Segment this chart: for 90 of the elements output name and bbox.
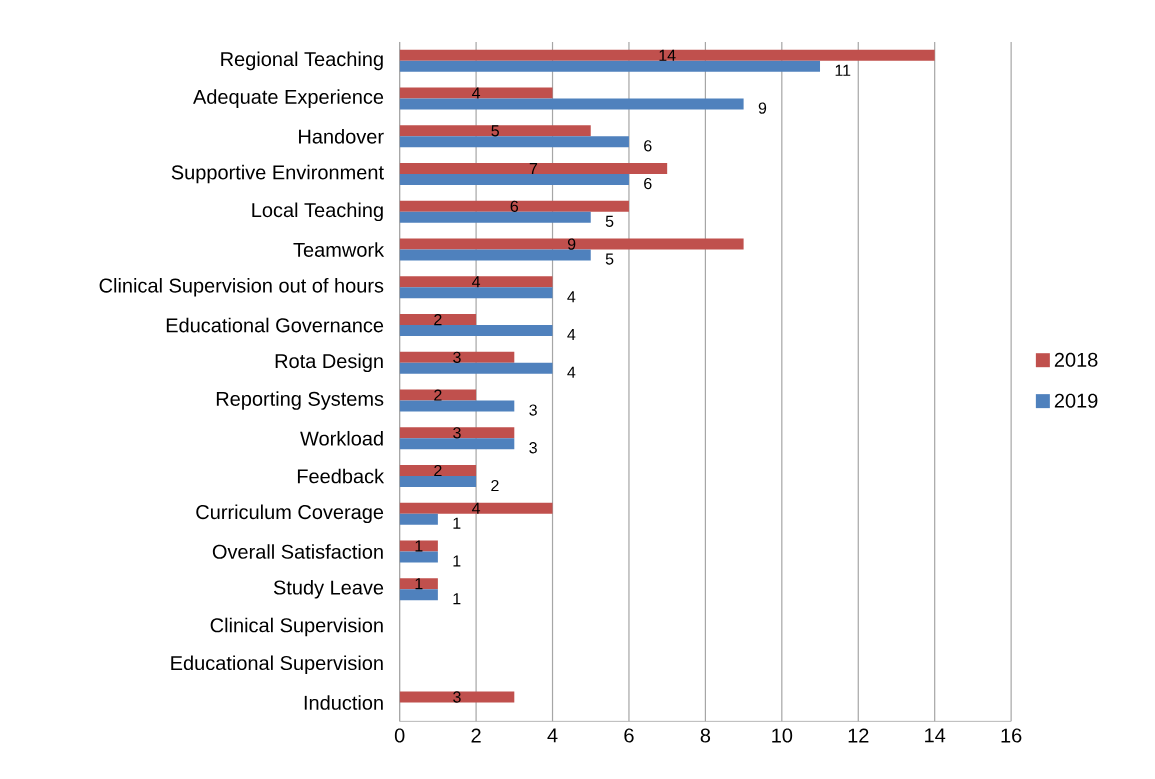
bar [399,313,477,325]
bar [399,389,477,401]
data-label: 3 [453,691,461,703]
x-tick-label: 12 [848,728,869,743]
bar [399,211,591,223]
data-label: 4 [472,87,481,99]
bar [399,540,438,552]
data-label: 4 [472,502,481,514]
data-label: 9 [758,102,767,114]
bar [399,276,553,288]
bar [399,238,744,250]
y-tick-label: Overall Satisfaction [212,544,383,559]
data-label: 5 [491,125,499,137]
bar [399,60,821,72]
y-tick-label: Clinical Supervision [210,617,383,637]
y-tick-label: Educational Governance [166,317,384,333]
data-label: 6 [644,140,652,152]
data-label: 7 [529,162,538,174]
bar [399,87,553,99]
bar [399,98,744,110]
bar [399,162,668,174]
bar [399,249,591,261]
y-tick-label: Workload [300,430,383,446]
data-label: 2 [434,464,442,476]
data-label: 6 [510,200,519,212]
data-label: 14 [659,49,676,61]
data-label: 3 [453,351,461,363]
y-tick-label: Rota Design [275,353,383,372]
x-tick-label: 8 [700,728,711,743]
legend-label: 2018 [1054,352,1098,367]
data-label: 3 [453,426,461,439]
x-tick-label: 2 [471,728,481,743]
bar [399,578,438,590]
data-label: 4 [567,328,576,340]
data-label: 1 [453,593,461,605]
y-tick-label: Study Leave [273,579,384,599]
y-tick-label: Regional Teaching [221,51,383,70]
x-tick-label: 16 [1001,728,1022,743]
y-tick-label: Clinical Supervision out of hours [99,277,384,297]
bar [399,287,553,299]
data-label: 2 [434,313,442,325]
bar [399,200,629,212]
data-label: 5 [605,253,614,265]
bar [399,464,477,476]
x-tick-label: 6 [624,728,634,743]
bar [399,125,591,137]
y-tick-label: Reporting Systems [216,391,384,410]
bar [399,49,935,61]
x-tick-label: 14 [925,728,946,743]
legend-label: 2019 [1054,393,1098,408]
y-tick-label: Educational Supervision [171,655,383,674]
data-label: 9 [567,238,576,250]
bar [399,351,515,363]
bar [399,324,553,336]
data-label: 3 [529,441,537,454]
x-tick-label: 4 [547,728,558,743]
data-label: 6 [644,177,652,190]
data-label: 2 [434,389,442,401]
data-label: 1 [415,578,423,590]
y-tick-label: Teamwork [293,242,385,257]
y-tick-label: Feedback [297,468,385,484]
bar [399,475,477,487]
bar [399,502,553,514]
y-tick-label: Local Teaching [252,202,383,221]
y-tick-label: Supportive Environment [171,164,384,184]
y-tick-label: Handover [299,128,384,144]
data-label: 3 [529,404,537,416]
y-tick-label: Adequate Experience [193,89,384,108]
data-label: 5 [605,215,614,227]
bar [399,400,515,412]
x-tick-label: 0 [394,728,405,743]
data-label: 11 [835,64,851,76]
y-tick-label: Curriculum Coverage [196,504,384,523]
data-label: 2 [491,479,499,491]
data-label: 4 [567,291,576,303]
data-label: 4 [567,366,576,378]
data-label: 1 [453,555,461,567]
bar [399,136,629,148]
bar [399,513,438,525]
x-tick-label: 10 [772,728,793,743]
bar [399,362,553,374]
data-label: 1 [415,540,423,552]
data-label: 4 [472,276,481,288]
y-tick-label: Induction [304,695,383,710]
data-label: 1 [453,517,461,529]
bar [399,427,515,439]
bar [399,551,438,563]
bar [399,589,438,601]
bar [399,173,629,185]
bar [399,438,515,450]
